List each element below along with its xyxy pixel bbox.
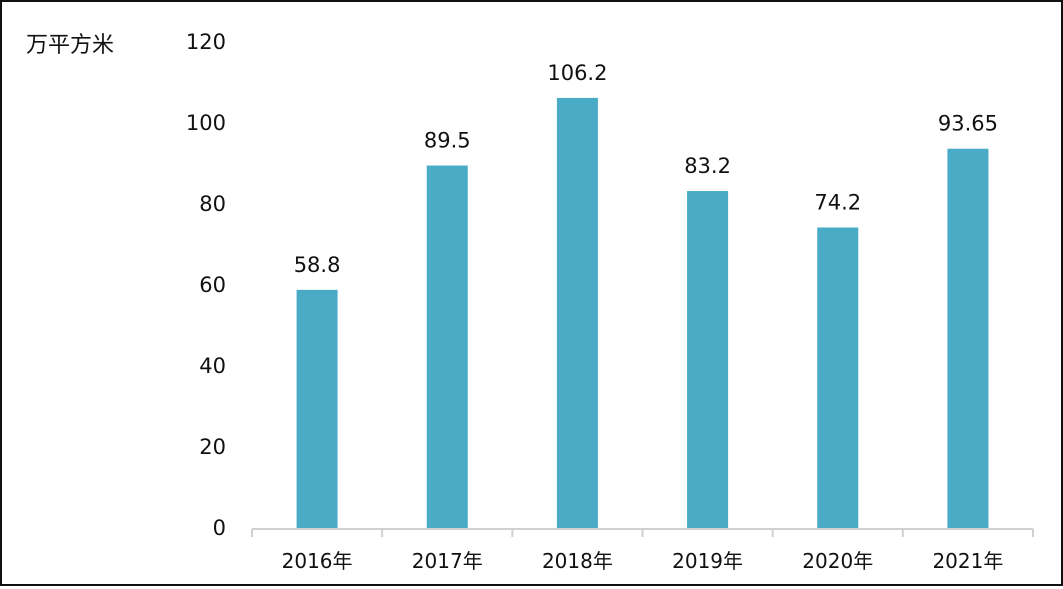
value-label: 74.2 [814,190,861,214]
value-label: 58.8 [294,253,341,277]
value-label: 89.5 [424,129,471,153]
bar [947,148,989,528]
x-category-label: 2020年 [802,549,873,573]
y-tick-label: 40 [199,354,226,378]
value-label: 83.2 [684,154,731,178]
bar [296,289,338,528]
bar [426,165,468,528]
x-category-label: 2019年 [672,549,743,573]
y-tick-label: 100 [186,111,226,135]
x-category-label: 2016年 [282,549,353,573]
y-axis-ticks: 0 20 40 60 80 100 120 [186,30,226,540]
value-labels: 58.8 89.5 106.2 83.2 74.2 93.65 [294,61,998,277]
y-tick-label: 80 [199,192,226,216]
x-category-label: 2018年 [542,549,613,573]
bars [296,97,989,529]
category-labels: 2016年 2017年 2018年 2019年 2020年 2021年 [282,549,1004,573]
x-category-label: 2017年 [412,549,483,573]
y-tick-label: 60 [199,273,226,297]
y-tick-label: 0 [213,516,226,540]
bar [687,191,729,529]
value-label: 93.65 [938,112,998,136]
y-axis-unit-label: 万平方米 [26,33,114,58]
x-category-label: 2021年 [932,549,1003,573]
bar [556,97,598,528]
y-tick-label: 120 [186,30,226,54]
y-tick-label: 20 [199,435,226,459]
x-axis-tick-marks [251,529,1034,537]
bar [817,227,859,529]
value-label: 106.2 [547,61,607,85]
